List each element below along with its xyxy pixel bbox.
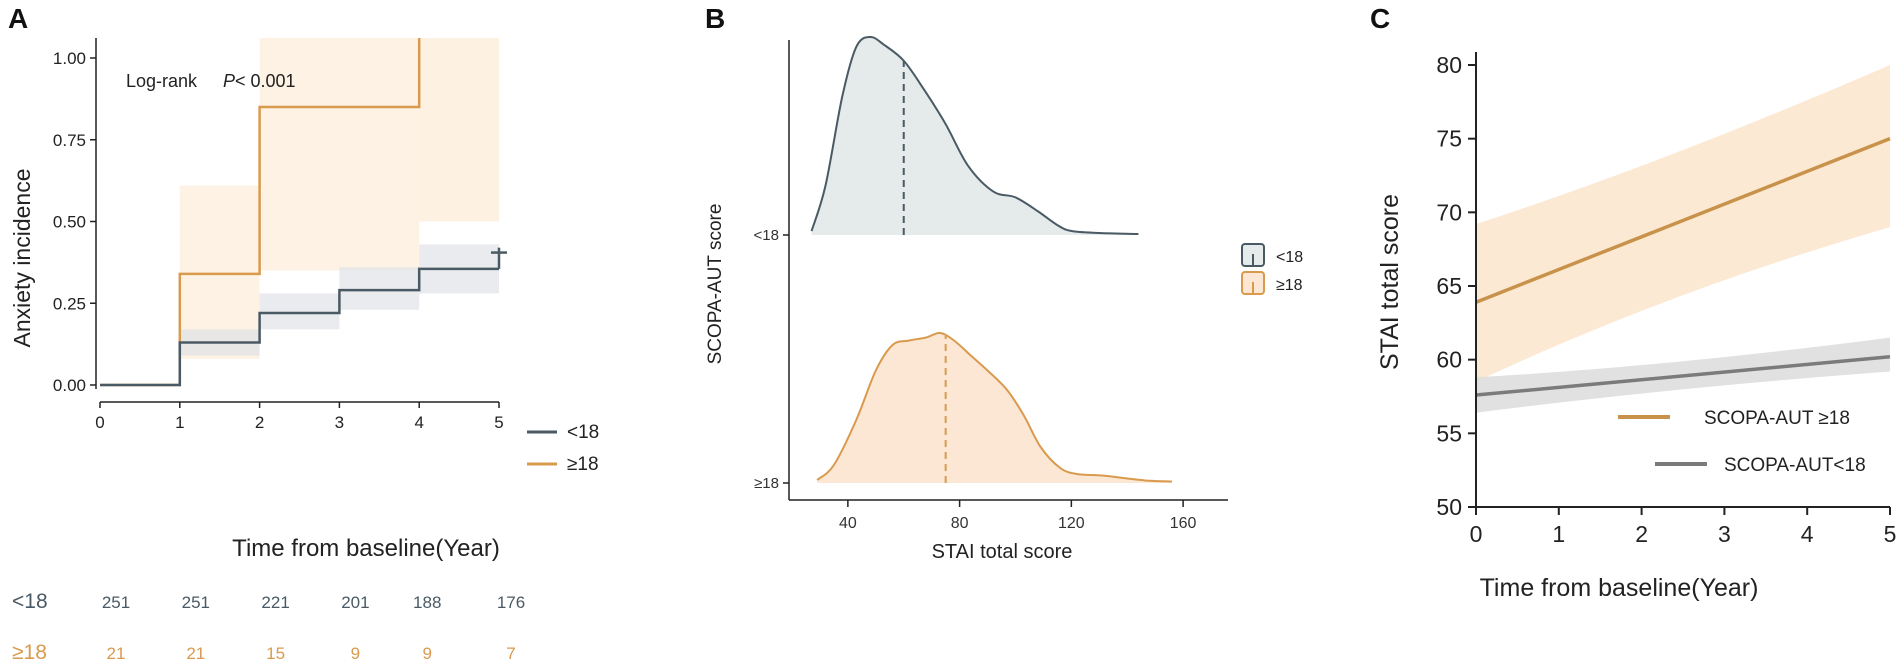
a-logrank-p: P (223, 71, 235, 91)
b-y-axis-label: SCOPA-AUT score (705, 204, 726, 365)
a-risk-cell: 15 (266, 644, 285, 663)
a-lt18-ci-band (259, 293, 340, 330)
a-lt18-ci-band (339, 267, 420, 310)
a-risk-cell: 188 (413, 593, 441, 612)
panel-c-regression-chart: 50 55 60 65 70 75 80 0 1 2 3 4 5 Time from baseline(… (1376, 52, 1896, 602)
b-ge18-density-fill (817, 332, 1172, 483)
b-x-tick-label: 80 (951, 515, 969, 532)
a-x-tick-label: 3 (335, 413, 344, 432)
c-x-axis-label: Time from baseline(Year) (1480, 574, 1759, 602)
a-risk-cell: 201 (341, 593, 369, 612)
b-y-tick-label: <18 (754, 227, 779, 244)
b-lt18-density-line (810, 36, 1139, 236)
panel-a-survival-chart: 0.00 0.25 0.50 0.75 1.00 0 1 2 3 4 5 Log-rank P < … (9, 38, 599, 664)
b-x-tick-label: 160 (1170, 515, 1197, 532)
c-legend-label-lt18: SCOPA-AUT<18 (1724, 455, 1866, 476)
a-risk-cell: 7 (506, 644, 515, 663)
a-risk-cell: 221 (261, 593, 289, 612)
c-ge18-ci-band (1476, 65, 1890, 382)
b-x-tick-label: 40 (839, 515, 857, 532)
a-risk-cell: 251 (102, 593, 130, 612)
a-x-axis-label: Time from baseline(Year) (232, 535, 500, 562)
c-lt18-fit-line (1475, 354, 1891, 397)
panel-label-c: C (1370, 3, 1390, 34)
a-risk-cell: 21 (186, 644, 205, 663)
c-y-tick-label: 60 (1436, 347, 1462, 373)
a-y-tick-label: 0.25 (53, 294, 86, 313)
a-x-tick-label: 2 (255, 413, 264, 432)
a-risk-cell: 251 (182, 593, 210, 612)
a-risk-cell: 9 (351, 644, 360, 663)
a-y-tick-label: 1.00 (53, 49, 86, 68)
a-lt18-step-line (100, 267, 499, 387)
c-y-axis-label: STAI total score (1376, 194, 1404, 370)
a-legend-label-lt18: <18 (567, 422, 599, 443)
a-risk-cell: 176 (497, 593, 525, 612)
c-x-tick-label: 3 (1718, 521, 1731, 547)
panel-label-a: A (8, 3, 28, 34)
b-y-tick-label: ≥18 (754, 475, 779, 492)
b-ge18-density-line (816, 331, 1172, 483)
a-y-tick-label: 0.50 (53, 213, 86, 232)
b-lt18-density-fill (811, 36, 1139, 236)
c-ge18-fit-line (1475, 137, 1891, 304)
b-legend-label-ge18: ≥18 (1276, 277, 1303, 294)
c-x-tick-label: 0 (1470, 521, 1483, 547)
a-risk-row-label: ≥18 (12, 641, 47, 664)
a-x-tick-label: 1 (175, 413, 184, 432)
c-y-tick-label: 65 (1436, 273, 1462, 299)
a-logrank-prefix: Log-rank (126, 71, 198, 91)
c-x-tick-label: 5 (1884, 521, 1897, 547)
b-legend-label-lt18: <18 (1276, 249, 1303, 266)
a-x-tick-label: 4 (414, 413, 423, 432)
b-x-axis-label: STAI total score (932, 541, 1073, 563)
a-legend-label-ge18: ≥18 (567, 454, 599, 475)
a-ge18-ci-band (259, 38, 420, 271)
c-y-tick-label: 70 (1436, 199, 1462, 225)
c-x-tick-label: 1 (1552, 521, 1565, 547)
a-ge18-ci-band (419, 38, 499, 222)
c-x-tick-label: 2 (1635, 521, 1648, 547)
c-y-tick-label: 80 (1436, 52, 1462, 78)
c-y-tick-label: 75 (1436, 126, 1462, 152)
c-y-tick-label: 55 (1436, 420, 1462, 446)
a-risk-cell: 21 (107, 644, 126, 663)
c-x-tick-label: 4 (1801, 521, 1814, 547)
a-risk-cell: 9 (422, 644, 431, 663)
c-legend-label-ge18: SCOPA-AUT ≥18 (1704, 408, 1850, 429)
a-logrank-suffix: < 0.001 (235, 71, 296, 91)
panel-label-b: B (705, 3, 725, 34)
panel-b-density-chart: 40 80 120 160 <18 ≥18 STAI total score SCOPA-… (705, 36, 1303, 563)
a-y-tick-label: 0.75 (53, 131, 86, 150)
a-x-tick-label: 0 (95, 413, 104, 432)
c-y-tick-label: 50 (1436, 494, 1462, 520)
a-y-axis-label: Anxiety incidence (9, 169, 35, 348)
b-x-tick-label: 120 (1058, 515, 1085, 532)
a-x-tick-label: 5 (494, 413, 503, 432)
a-y-tick-label: 0.00 (53, 376, 86, 395)
a-risk-row-label: <18 (12, 590, 48, 613)
